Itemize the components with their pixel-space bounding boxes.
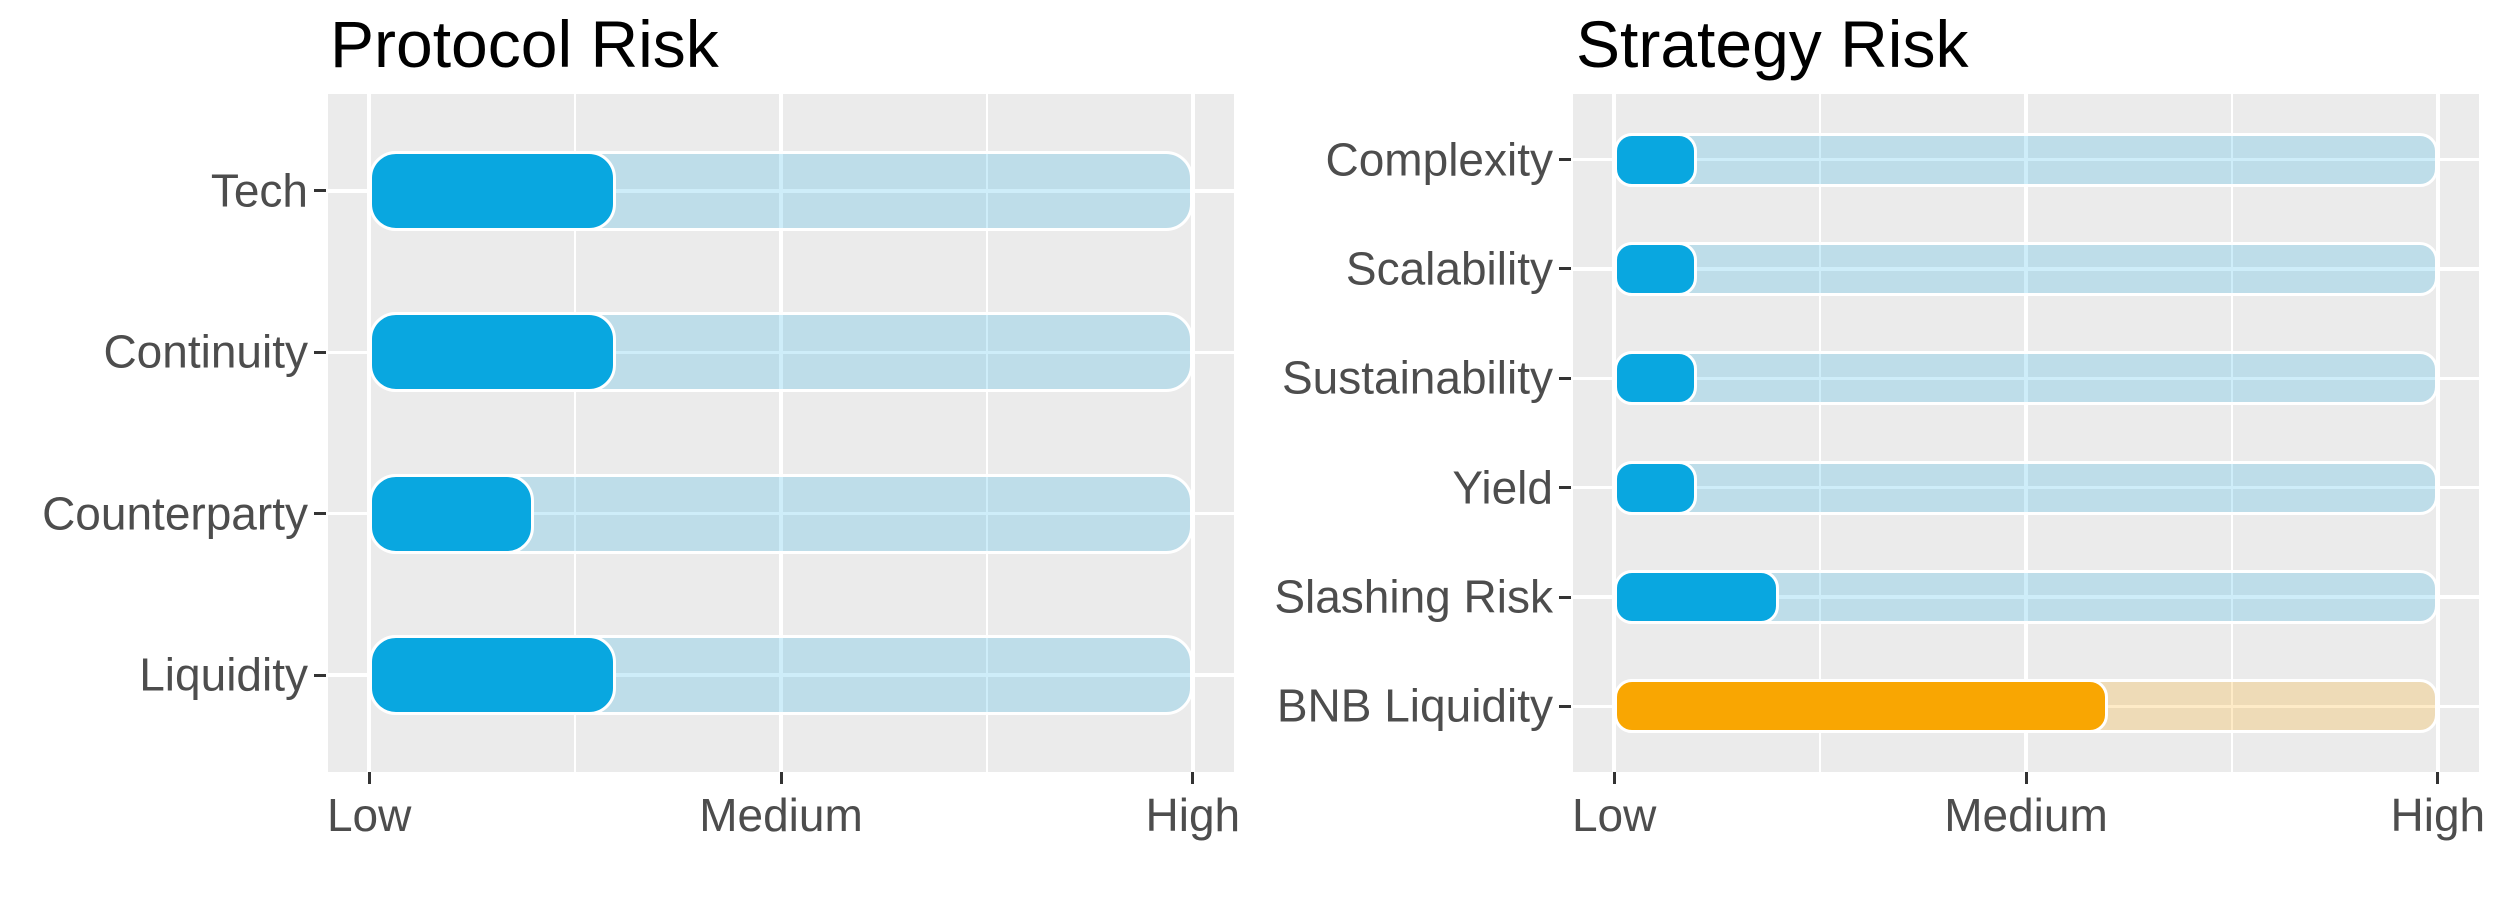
bar-track — [1614, 460, 2438, 515]
y-axis-label: Tech — [210, 164, 308, 217]
y-axis-tick — [1559, 704, 1571, 708]
y-axis-label: Scalability — [1345, 242, 1553, 295]
y-axis-label: BNB Liquidity — [1276, 680, 1553, 733]
bar-value — [1614, 241, 1697, 296]
bar-value — [1614, 570, 1779, 625]
y-axis-tick — [1559, 595, 1571, 599]
gridline-major — [2436, 94, 2440, 772]
row-gridline — [328, 511, 1234, 516]
bar-track — [1614, 351, 2438, 406]
bar-value — [1614, 460, 1697, 515]
bar-value — [369, 473, 534, 554]
row-gridline — [1573, 267, 2479, 271]
row-gridline — [328, 189, 1234, 193]
gridline-minor — [985, 94, 988, 772]
row-gridline — [1573, 485, 2479, 490]
row-gridline — [1573, 595, 2479, 599]
plot-panel — [1573, 94, 2479, 772]
x-axis-label: High — [1145, 789, 1241, 841]
gridline-minor — [2230, 94, 2233, 772]
y-axis-label: Liquidity — [139, 648, 308, 701]
x-axis-label: Medium — [699, 789, 863, 841]
bar-value — [1614, 132, 1697, 187]
x-axis-label: Low — [1571, 789, 1657, 841]
y-axis-tick — [1559, 376, 1571, 380]
x-axis-tick — [779, 772, 783, 784]
bar-value — [1614, 679, 2109, 734]
x-axis-tick — [1191, 772, 1195, 784]
row-gridline — [328, 673, 1234, 677]
y-axis-tick — [314, 512, 326, 516]
x-axis-tick — [2024, 772, 2028, 784]
chart-title: Strategy Risk — [1576, 7, 1969, 81]
x-axis-tick — [367, 772, 371, 784]
bar-value — [1614, 351, 1697, 406]
y-axis-tick — [314, 350, 326, 354]
y-axis-tick — [314, 189, 326, 193]
gridline-major — [367, 94, 371, 772]
bar-value — [369, 635, 617, 716]
gridline-major — [2024, 94, 2028, 772]
y-axis-label: Complexity — [1325, 133, 1553, 186]
x-axis-label: Low — [326, 789, 412, 841]
plot-panel — [328, 94, 1234, 772]
x-axis-label: High — [2390, 789, 2486, 841]
chart-title: Protocol Risk — [330, 7, 719, 81]
y-axis-label: Yield — [1452, 461, 1553, 514]
gridline-major — [779, 94, 783, 772]
x-axis-label: Medium — [1944, 789, 2108, 841]
y-axis-label: Slashing Risk — [1274, 570, 1553, 623]
y-axis-tick — [1559, 158, 1571, 162]
y-axis-label: Continuity — [103, 325, 308, 378]
row-gridline — [1573, 157, 2479, 162]
y-axis-tick — [314, 673, 326, 677]
gridline-major — [1191, 94, 1195, 772]
bar-track — [1614, 241, 2438, 296]
gridline-major — [1612, 94, 1616, 772]
x-axis-tick — [1612, 772, 1616, 784]
row-gridline — [1573, 376, 2479, 381]
gridline-minor — [574, 94, 577, 772]
bar-value — [369, 312, 617, 393]
y-axis-label: Counterparty — [42, 487, 308, 540]
bar-track — [1614, 132, 2438, 187]
x-axis-tick — [2436, 772, 2440, 784]
y-axis-tick — [1559, 267, 1571, 271]
y-axis-tick — [1559, 486, 1571, 490]
y-axis-label: Sustainability — [1281, 352, 1553, 405]
bar-value — [369, 150, 617, 231]
gridline-minor — [1819, 94, 1822, 772]
row-gridline — [328, 350, 1234, 355]
